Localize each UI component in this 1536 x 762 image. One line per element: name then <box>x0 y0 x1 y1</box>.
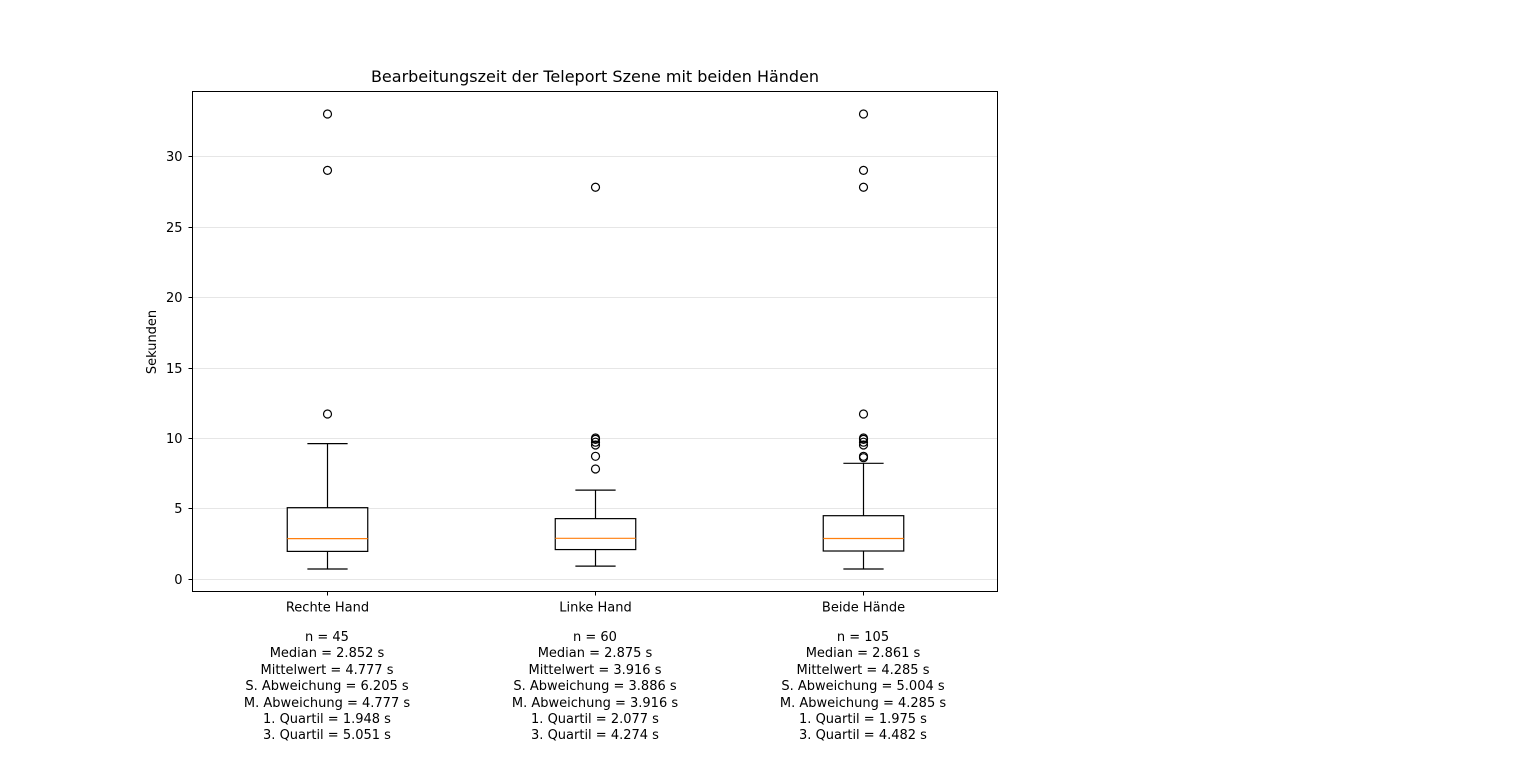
box-group <box>286 109 369 570</box>
stats-line: 1. Quartil = 1.948 s <box>263 712 391 728</box>
y-tick-label: 5 <box>174 502 182 517</box>
outlier-point <box>590 182 601 192</box>
ticks-layer: 0 5 10 15 20 25 30 Rechte Hand Linke Hand Beide H… <box>166 150 905 616</box>
outlier-point <box>858 109 869 119</box>
stats-line: n = 45 <box>305 630 349 645</box>
stats-line: Mittelwert = 3.916 s <box>528 662 662 678</box>
outlier-point <box>590 433 601 443</box>
box-group <box>554 182 637 567</box>
y-axis-label: Sekunden <box>145 310 160 374</box>
y-tick-label: 30 <box>166 150 183 165</box>
y-tick-label: 15 <box>166 362 183 377</box>
outlier-point <box>590 464 601 474</box>
stats-block: n = 45 Median = 2.852 s Mittelwert = 4.777… <box>197 630 457 745</box>
outlier-point <box>590 451 601 461</box>
stats-line: 3. Quartil = 4.482 s <box>799 728 927 744</box>
outlier-point <box>858 165 869 175</box>
outlier-point <box>858 409 869 419</box>
stats-line: 3. Quartil = 4.274 s <box>531 728 659 744</box>
y-tick-label: 0 <box>174 573 182 588</box>
outlier-point <box>322 165 333 175</box>
chart-title: Bearbeitungszeit der Teleport Szene mit … <box>371 67 819 86</box>
y-tick-label: 25 <box>166 221 183 236</box>
box-group <box>822 109 905 570</box>
stats-line: Median = 2.875 s <box>537 646 653 662</box>
boxes-layer <box>286 109 905 570</box>
stats-block: n = 105 Median = 2.861 s Mittelwert = 4.28… <box>733 630 993 745</box>
iqr-box <box>822 515 905 552</box>
stats-line: n = 60 <box>573 630 617 645</box>
stats-line: 1. Quartil = 2.077 s <box>531 712 659 728</box>
stats-line: 3. Quartil = 5.051 s <box>263 728 391 744</box>
stats-line: S. Abweichung = 6.205 s <box>245 679 409 695</box>
stats-line: n = 105 <box>836 630 890 645</box>
outlier-point <box>858 437 869 447</box>
outlier-point <box>858 440 869 450</box>
stats-line: S. Abweichung = 5.004 s <box>781 679 945 695</box>
outlier-point <box>590 440 601 450</box>
x-tick-label: Beide Hände <box>822 601 905 616</box>
x-tick-label: Linke Hand <box>559 601 632 616</box>
stats-line: Mittelwert = 4.285 s <box>796 662 930 678</box>
stats-line: Median = 2.861 s <box>805 646 921 662</box>
stats-line: 1. Quartil = 1.975 s <box>799 712 927 728</box>
outlier-point <box>858 182 869 192</box>
stats-block: n = 60 Median = 2.875 s Mittelwert = 3.916… <box>465 630 725 745</box>
outlier-point <box>322 109 333 119</box>
outlier-point <box>590 437 601 447</box>
iqr-box <box>286 507 369 552</box>
stats-line: Mittelwert = 4.777 s <box>260 662 394 678</box>
y-tick-label: 10 <box>166 432 183 447</box>
stats-line: M. Abweichung = 3.916 s <box>511 695 679 711</box>
iqr-box <box>554 518 637 551</box>
x-tick-label: Rechte Hand <box>286 601 369 616</box>
stats-line: S. Abweichung = 3.886 s <box>513 679 677 695</box>
outlier-point <box>322 409 333 419</box>
y-tick-label: 20 <box>166 291 183 306</box>
outlier-point <box>858 451 869 461</box>
stats-line: Median = 2.852 s <box>269 646 385 662</box>
stats-line: M. Abweichung = 4.777 s <box>243 695 411 711</box>
outlier-point <box>858 433 869 443</box>
stats-line: M. Abweichung = 4.285 s <box>779 695 947 711</box>
